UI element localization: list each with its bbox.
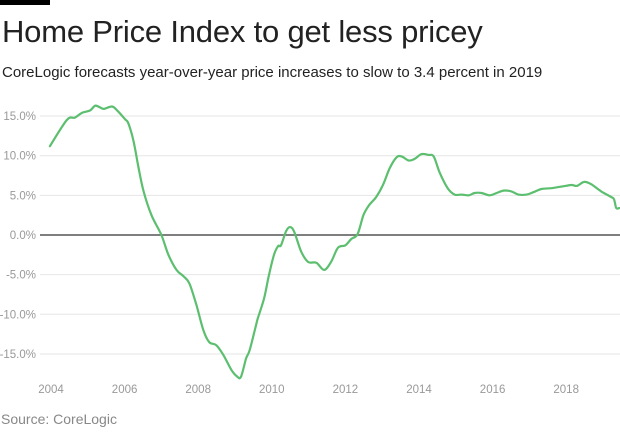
accent-bar xyxy=(0,0,50,5)
x-tick-label: 2004 xyxy=(38,384,64,396)
source-note: Source: CoreLogic xyxy=(1,411,117,427)
y-tick-label: 10.0% xyxy=(3,151,36,163)
y-tick-label: 5.0% xyxy=(10,190,36,202)
x-tick-label: 2014 xyxy=(406,384,432,396)
series-layer xyxy=(48,104,620,380)
x-tick-label: 2018 xyxy=(553,384,579,396)
chart-title: Home Price Index to get less pricey xyxy=(2,14,483,49)
gridlines xyxy=(40,115,620,355)
x-tick-label: 2008 xyxy=(185,384,211,396)
y-tick-label: -5.0% xyxy=(6,270,36,282)
x-tick-label: 2012 xyxy=(333,384,359,396)
x-tick-label: 2010 xyxy=(259,384,285,396)
x-tick-label: 2006 xyxy=(112,384,138,396)
y-tick-label: -10.0% xyxy=(0,309,36,321)
chart-subtitle: CoreLogic forecasts year-over-year price… xyxy=(2,64,543,81)
y-axis-ticks: 15.0% 10.0% 5.0% 0.0% -5.0% -10.0% -15.0% xyxy=(0,111,36,361)
y-tick-label: 0.0% xyxy=(10,230,36,242)
y-tick-label: 15.0% xyxy=(3,111,36,123)
series-line xyxy=(48,104,620,380)
x-tick-label: 2016 xyxy=(480,384,506,396)
x-axis-ticks: 2004 2006 2008 2010 2012 2014 2016 2018 xyxy=(38,384,579,396)
y-tick-label: -15.0% xyxy=(0,349,36,361)
